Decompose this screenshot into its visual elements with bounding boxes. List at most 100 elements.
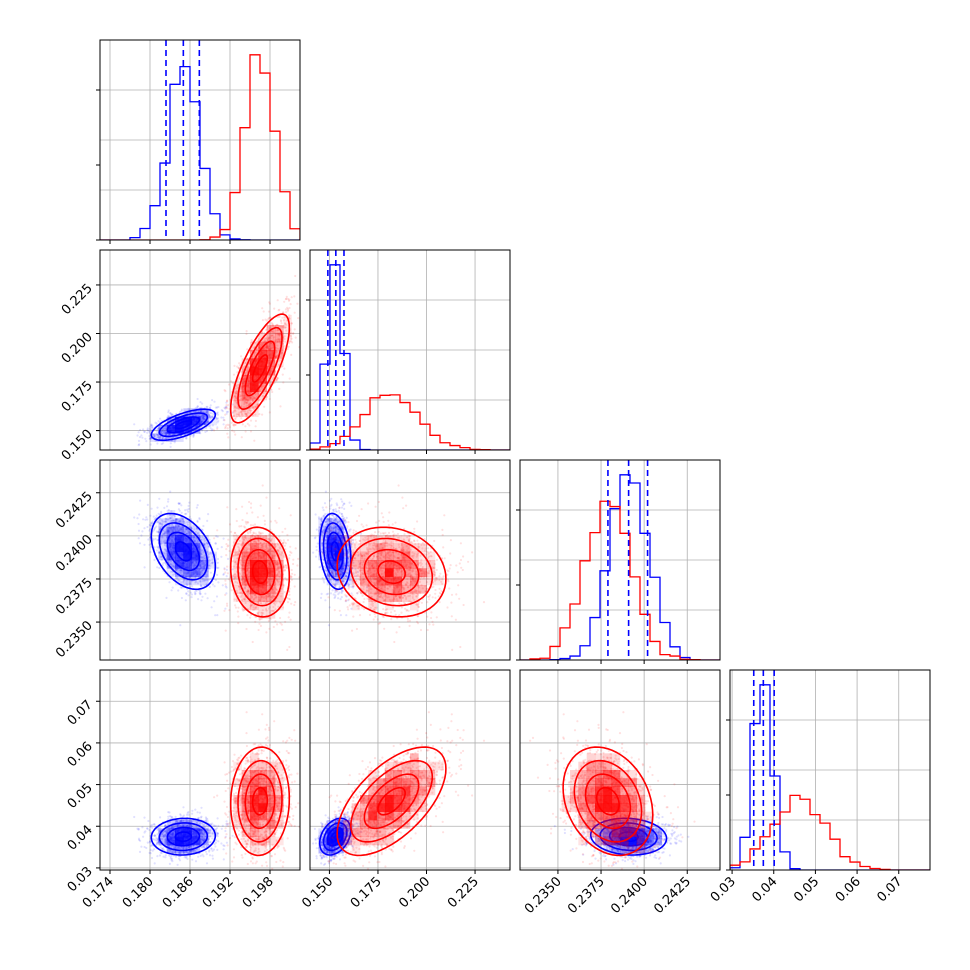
red-sample	[290, 551, 293, 555]
blue-sample	[209, 406, 212, 409]
blue-sample	[201, 414, 204, 417]
blue-sample	[160, 542, 163, 545]
blue-sample	[157, 420, 160, 423]
blue-sample	[167, 518, 170, 521]
blue-sample	[182, 520, 185, 523]
red-density-cell	[241, 358, 251, 367]
blue-sample	[222, 572, 225, 576]
blue-sample	[201, 577, 205, 581]
red-sample	[276, 323, 279, 326]
blue-sample	[204, 411, 207, 414]
red-sample	[278, 338, 281, 341]
red-sample	[286, 309, 290, 312]
red-sample	[279, 405, 282, 408]
blue-sample	[202, 417, 205, 420]
blue-sample	[171, 586, 174, 589]
red-sample	[262, 514, 265, 517]
red-sample	[246, 370, 249, 373]
red-sample	[258, 390, 261, 393]
blue-sample	[206, 420, 209, 423]
red-sample	[246, 358, 249, 361]
blue-sample	[202, 414, 206, 417]
red-sample	[288, 306, 291, 310]
red-sample	[245, 404, 248, 407]
blue-sample	[179, 502, 182, 505]
red-sample	[223, 419, 226, 422]
blue-sample	[196, 504, 199, 507]
blue-sample	[243, 586, 247, 589]
red-sample	[236, 365, 239, 368]
red-sample	[288, 554, 291, 557]
blue-sample	[216, 418, 219, 421]
red-sample	[268, 332, 271, 335]
blue-sample	[161, 564, 164, 567]
blue-sample	[200, 559, 204, 562]
blue-sample	[139, 499, 142, 502]
red-sample	[254, 419, 257, 422]
blue-sample	[164, 542, 167, 545]
red-sample	[278, 333, 282, 336]
blue-sample	[208, 410, 211, 413]
red-sample	[241, 423, 244, 426]
blue-sample	[164, 548, 167, 551]
red-sample	[249, 349, 252, 352]
blue-sample	[164, 520, 167, 523]
red-sample	[293, 295, 296, 298]
red-sample	[267, 336, 270, 339]
blue-sample	[205, 411, 208, 414]
blue-sample	[158, 426, 161, 429]
blue-sample	[203, 539, 206, 543]
red-sample	[231, 381, 234, 385]
blue-sample	[150, 522, 154, 525]
red-sample	[280, 322, 283, 325]
red-sample	[290, 353, 293, 356]
blue-sample	[158, 437, 161, 440]
red-sample	[232, 411, 235, 414]
blue-sample	[160, 512, 163, 515]
blue-sample	[154, 537, 157, 540]
red-sample	[285, 329, 288, 332]
blue-sample	[202, 418, 205, 421]
red-sample	[232, 424, 236, 427]
blue-sample	[192, 538, 195, 542]
red-sample	[278, 333, 282, 336]
blue-sample	[178, 509, 181, 512]
blue-sample	[136, 434, 139, 437]
red-sample	[227, 436, 230, 439]
blue-sample	[165, 596, 168, 600]
blue-sample	[163, 531, 167, 535]
blue-sample	[157, 434, 160, 437]
blue-sample	[193, 591, 196, 594]
red-sample	[270, 330, 274, 333]
red-sample	[261, 387, 264, 390]
red-sample	[224, 425, 227, 428]
blue-sample	[224, 607, 227, 610]
blue-sample	[176, 526, 179, 529]
blue-sample	[157, 521, 160, 524]
blue-sample	[142, 428, 145, 431]
blue-sample	[163, 552, 166, 555]
blue-sample	[175, 517, 178, 521]
red-density-cell	[233, 383, 242, 392]
red-sample	[305, 287, 307, 289]
blue-sample	[167, 498, 170, 501]
red-sample	[278, 315, 281, 318]
blue-sample	[171, 413, 174, 416]
red-sample	[236, 371, 239, 374]
red-sample	[244, 361, 247, 364]
red-sample	[292, 332, 295, 335]
blue-sample	[177, 520, 181, 524]
hist-panel	[516, 459, 721, 661]
red-sample	[272, 338, 275, 341]
blue-sample	[140, 534, 143, 537]
red-sample	[264, 338, 267, 341]
blue-sample	[184, 599, 187, 602]
blue-sample	[193, 576, 196, 579]
red-sample	[258, 413, 261, 416]
blue-sample	[172, 519, 176, 522]
blue-sample	[190, 527, 193, 530]
red-sample	[256, 348, 259, 351]
blue-sample	[187, 594, 190, 597]
red-sample	[245, 414, 248, 417]
blue-sample	[204, 557, 207, 561]
